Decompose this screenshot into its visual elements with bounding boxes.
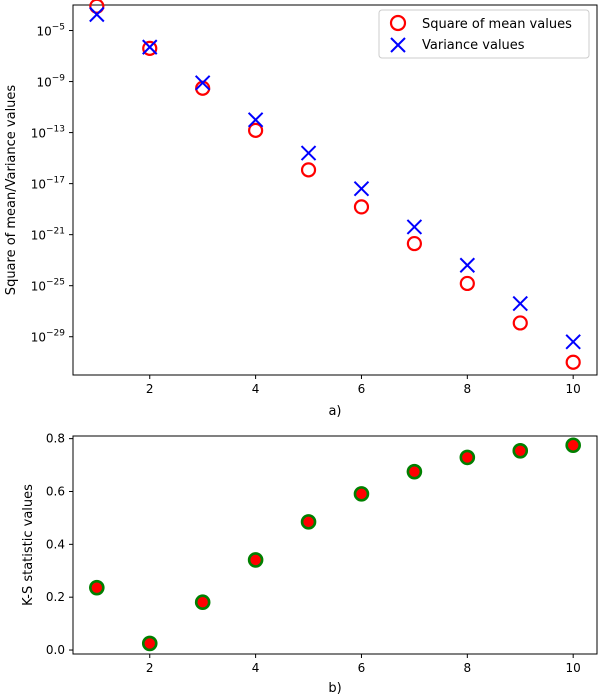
x-axis-ticks-b: 2 4 6 8 10 (146, 654, 581, 675)
variance-point (512, 295, 528, 312)
x-tick-label-b: 10 (566, 661, 581, 675)
variance-point (459, 257, 476, 273)
panel-label-b: b) (328, 681, 341, 696)
variance-point (353, 180, 370, 197)
y-tick-label-a: 10−5 (36, 23, 65, 39)
x-tick-label-b: 6 (358, 661, 366, 675)
mean-square-point (406, 235, 422, 252)
chart-panel-a: 10−5 10−9 10−13 10−17 10−21 10−25 10−29 2 4 6 8 10… (4, 0, 598, 419)
variance-point (194, 75, 211, 91)
x-tick-label-b: 8 (464, 661, 472, 675)
x-axis-ticks-a: 2 4 6 8 10 (146, 375, 581, 396)
y-axis-label-b: K-S statistic values (21, 484, 36, 606)
ks-statistic-point (141, 635, 158, 652)
mean-square-point (459, 275, 475, 292)
y-tick-label-b: 0.0 (46, 643, 65, 657)
mean-square-point (248, 122, 264, 138)
ks-statistic-point (459, 449, 476, 466)
data-points-a (89, 0, 581, 370)
y-tick-label-a: 10−25 (31, 278, 65, 294)
variance-point (565, 334, 581, 350)
y-tick-label-a: 10−17 (31, 176, 65, 192)
ks-statistic-point (353, 486, 370, 502)
x-tick-label-b: 4 (252, 661, 260, 675)
legend-marker-x (390, 37, 406, 53)
mean-square-point (142, 40, 158, 56)
y-tick-label-b: 0.8 (46, 432, 65, 446)
ks-statistic-point (512, 442, 529, 459)
variance-point (142, 39, 158, 55)
mean-square-point (512, 315, 528, 331)
y-axis-ticks-b: 0.0 0.2 0.4 0.6 0.8 (46, 432, 73, 657)
ks-statistic-point (194, 594, 211, 611)
ks-statistic-point (406, 463, 423, 480)
variance-point (300, 145, 317, 161)
plot-area-b (72, 435, 598, 655)
data-points-b (89, 437, 581, 652)
mean-square-point (300, 162, 317, 178)
plot-area-a (72, 4, 598, 376)
variance-point (89, 6, 105, 23)
mean-square-point (89, 0, 105, 14)
y-tick-label-b: 0.4 (46, 537, 65, 551)
y-tick-label-a: 10−29 (31, 329, 66, 345)
x-tick-label-a: 6 (358, 382, 366, 396)
y-tick-label-a: 10−9 (36, 74, 65, 90)
variance-point (247, 112, 264, 128)
x-tick-label-a: 10 (566, 382, 581, 396)
legend-box (378, 9, 590, 59)
x-tick-label-a: 8 (464, 382, 472, 396)
y-axis-ticks-a: 10−5 10−9 10−13 10−17 10−21 10−25 10−29 (31, 23, 73, 345)
y-tick-label-a: 10−13 (31, 125, 65, 141)
ks-statistic-point (89, 579, 105, 596)
legend-label-variance: Variance values (422, 38, 525, 53)
y-tick-label-b: 0.6 (46, 484, 65, 498)
ks-statistic-point (300, 514, 317, 530)
legend: Square of mean values Variance values (378, 9, 590, 59)
mean-square-point (353, 199, 370, 215)
y-tick-label-b: 0.2 (46, 590, 65, 604)
y-axis-label-a: Square of mean/Variance values (4, 85, 19, 296)
y-tick-label-a: 10−21 (31, 227, 65, 243)
ks-statistic-point (247, 552, 264, 568)
x-tick-label-a: 2 (146, 382, 154, 396)
x-tick-label-b: 2 (146, 661, 154, 675)
ks-statistic-point (565, 437, 581, 454)
mean-square-point (565, 354, 581, 370)
legend-marker-circle (389, 14, 407, 32)
x-tick-label-a: 4 (252, 382, 260, 396)
chart-panel-b: 0.0 0.2 0.4 0.6 0.8 2 4 6 8 10 K-S statistic val… (21, 432, 598, 696)
panel-label-a: a) (328, 404, 341, 419)
variance-point (406, 219, 423, 235)
legend-label-mean: Square of mean values (422, 17, 572, 32)
